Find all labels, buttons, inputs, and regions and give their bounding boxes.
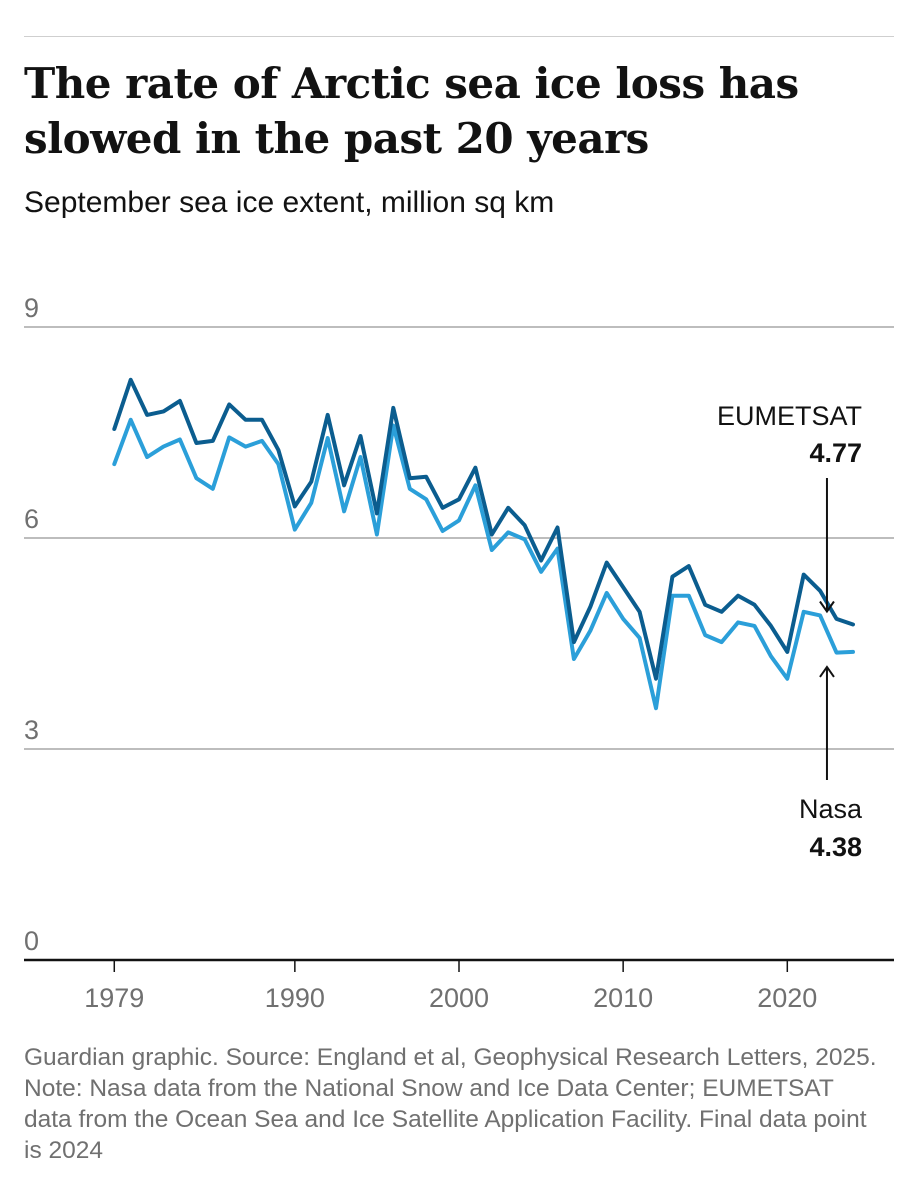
y-tick-label-3: 3 — [24, 715, 39, 745]
chart-title: The rate of Arctic sea ice loss has slow… — [24, 59, 799, 163]
series-layer — [112, 377, 855, 711]
nasa-series-line — [112, 417, 855, 711]
source-note: Guardian graphic. Source: England et al,… — [24, 1044, 877, 1164]
chart-subtitle: September sea ice extent, million sq km — [24, 186, 555, 219]
x-tick-label-2010: 2010 — [593, 983, 653, 1013]
grid-layer: 0 3 6 9 1979 1990 2000 2010 2020 — [24, 293, 894, 1013]
nasa-label: Nasa — [799, 794, 863, 824]
y-tick-label-0: 0 — [24, 926, 39, 956]
x-tick-label-2000: 2000 — [429, 983, 489, 1013]
x-tick-label-2020: 2020 — [757, 983, 817, 1013]
y-tick-label-9: 9 — [24, 293, 39, 323]
top-rule — [24, 36, 894, 37]
x-tick-label-1979: 1979 — [84, 983, 144, 1013]
nasa-arrowhead — [819, 665, 835, 678]
nasa-end-value: 4.38 — [809, 832, 862, 862]
eumetsat-series-line — [112, 377, 855, 681]
x-tick-label-1990: 1990 — [265, 983, 325, 1013]
eumetsat-arrowhead — [819, 600, 835, 614]
line-chart: 0 3 6 9 1979 1990 2000 2010 2020 EUMETSAT 4.77 N… — [24, 293, 894, 1013]
y-tick-label-6: 6 — [24, 504, 39, 534]
eumetsat-end-value: 4.77 — [809, 438, 862, 468]
annotation-layer: EUMETSAT 4.77 Nasa 4.38 — [717, 401, 863, 862]
eumetsat-label: EUMETSAT — [717, 401, 862, 431]
